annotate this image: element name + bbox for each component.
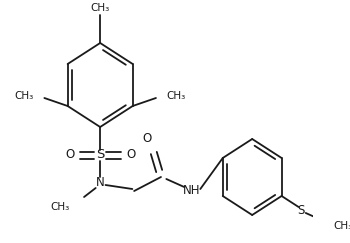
- Text: CH₃: CH₃: [14, 91, 34, 101]
- Text: NH: NH: [183, 184, 200, 198]
- Text: S: S: [96, 148, 104, 162]
- Text: CH₃: CH₃: [91, 3, 110, 13]
- Text: CH₃: CH₃: [167, 91, 186, 101]
- Text: CH₃: CH₃: [334, 221, 350, 231]
- Text: O: O: [142, 132, 151, 146]
- Text: O: O: [65, 148, 75, 162]
- Text: N: N: [96, 176, 105, 190]
- Text: CH₃: CH₃: [50, 202, 70, 212]
- Text: S: S: [298, 203, 305, 217]
- Text: O: O: [126, 148, 135, 162]
